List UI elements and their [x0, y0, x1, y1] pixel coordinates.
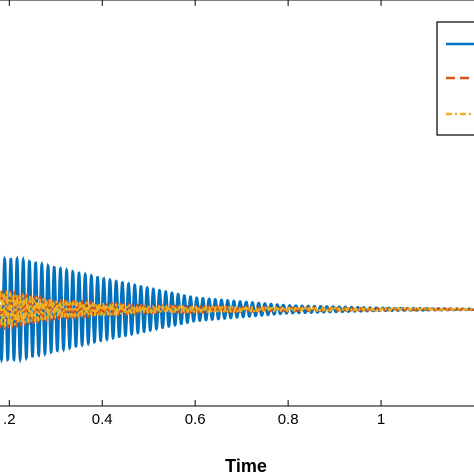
legend: [436, 21, 474, 136]
series-layer: [0, 255, 474, 364]
series-line-3: [0, 290, 474, 329]
x-tick-label-4: 1: [377, 411, 385, 428]
plot-area: .2 0.4 0.6 0.8 1: [0, 0, 474, 428]
x-tick-label-3: 0.8: [278, 411, 299, 428]
x-axis-title: Time: [225, 456, 267, 474]
x-ticks: .2 0.4 0.6 0.8 1: [3, 0, 385, 428]
x-tick-label-2: 0.6: [185, 411, 206, 428]
x-tick-label-0: .2: [3, 411, 16, 428]
x-tick-label-1: 0.4: [92, 411, 113, 428]
